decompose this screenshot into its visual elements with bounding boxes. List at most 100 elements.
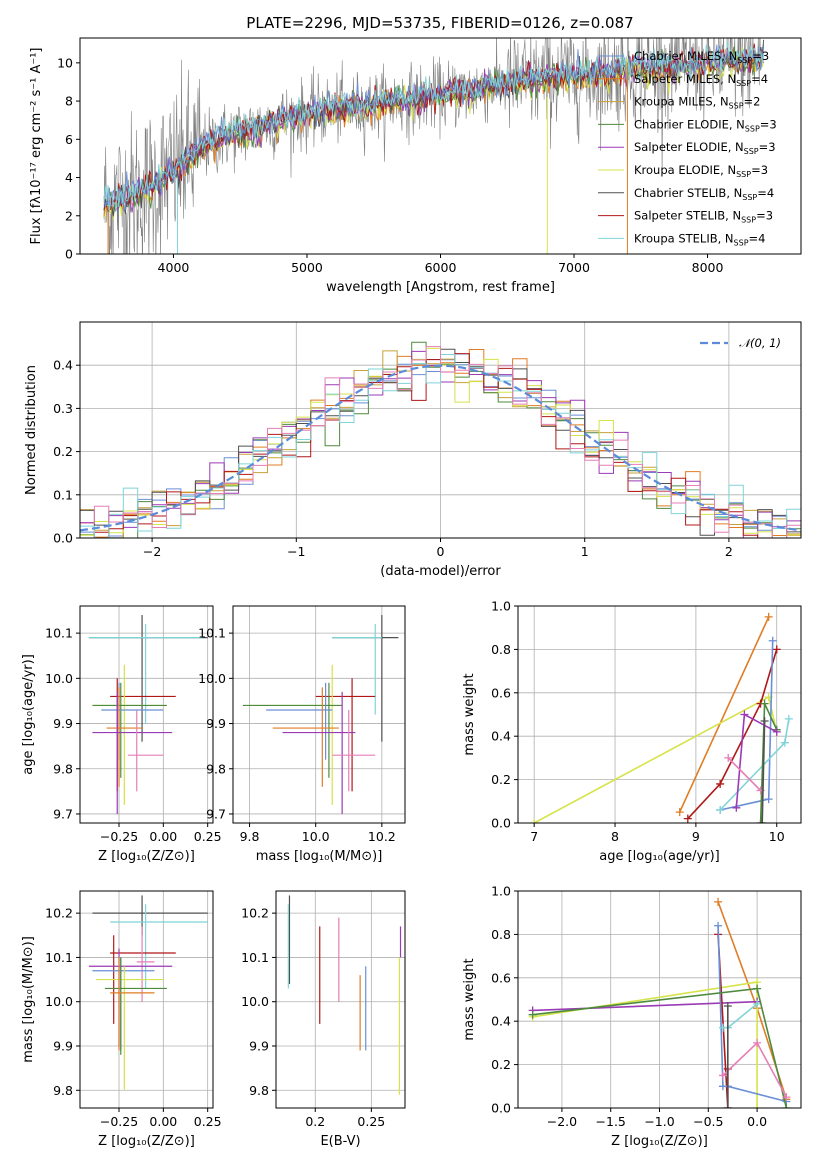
- x-tick-label: 6000: [425, 260, 457, 275]
- axes-frame: [232, 605, 406, 824]
- x-axis-label: mass [log₁₀(M/M⊙)]: [256, 849, 383, 864]
- x-axis-label: Z [log₁₀(Z/Z⊙)]: [611, 1134, 708, 1149]
- x-axis-label: (data-model)/error: [380, 564, 501, 579]
- weight-marker: [714, 921, 723, 930]
- x-tick-label: 0.25: [357, 1114, 385, 1129]
- x-tick-label: 2: [725, 544, 733, 559]
- y-tick-label: 9.7: [53, 806, 73, 821]
- y-axis-label: Normed distribution: [24, 365, 39, 495]
- plot-area: [287, 895, 402, 1095]
- x-tick-label: −1.5: [596, 1114, 626, 1129]
- panel-residuals: −2 −1 0 1 2 0.0 0.1 0.2 0.3 0.4 (data-model)/error…: [24, 321, 802, 579]
- x-tick-label: −0.5: [693, 1114, 723, 1129]
- y-tick-label: 9.8: [249, 1083, 269, 1098]
- weight-marker: [683, 814, 692, 823]
- axes-frame: [79, 605, 214, 824]
- axes-frame: [79, 890, 214, 1109]
- x-tick-label: 8: [611, 829, 619, 844]
- weight-marker: [714, 897, 723, 906]
- plot-area: [528, 897, 791, 1108]
- model-spectrum: [103, 41, 765, 212]
- x-axis-label: wavelength [Angstrom, rest frame]: [326, 280, 555, 295]
- y-tick-label: 8: [65, 94, 73, 109]
- panel-mass-vs-Z: −0.25 0.00 0.25 9.8 9.9 10.0 10.1 10.2 Z [log₁₀(…: [21, 890, 222, 1149]
- y-tick-label: 9.9: [53, 716, 73, 731]
- y-tick-label: 6: [65, 132, 73, 147]
- y-axis-label: Flux [fλ10⁻¹⁷ erg cm⁻² s⁻¹ A⁻¹]: [29, 48, 44, 245]
- weight-marker: [760, 699, 769, 708]
- y-tick-label: 0.6: [491, 685, 511, 700]
- x-tick-label: 0.0: [747, 1114, 767, 1129]
- x-tick-label: 0.00: [149, 829, 177, 844]
- y-tick-label: 0.1: [53, 487, 73, 502]
- y-tick-label: 0.4: [491, 729, 511, 744]
- x-tick-label: 0: [437, 544, 445, 559]
- weight-series: [678, 616, 770, 813]
- y-tick-label: 9.9: [53, 1039, 73, 1054]
- y-tick-label: 10: [57, 55, 73, 70]
- weight-marker: [760, 717, 769, 726]
- weight-marker: [768, 636, 777, 645]
- y-tick-label: 2: [65, 208, 73, 223]
- weight-marker: [756, 819, 765, 823]
- axes-frame: [517, 605, 802, 824]
- x-axis-label: age [log₁₀(age/yr)]: [599, 849, 720, 864]
- weight-marker: [782, 1093, 791, 1102]
- weight-marker: [716, 805, 725, 814]
- y-tick-label: 0.4: [491, 1014, 511, 1029]
- plot-area: [103, 38, 765, 254]
- weight-marker: [753, 1038, 762, 1047]
- weight-marker: [758, 819, 767, 823]
- x-tick-label: 0.25: [194, 829, 222, 844]
- weight-marker: [772, 727, 781, 736]
- y-tick-label: 10.2: [241, 906, 269, 921]
- weight-marker: [772, 645, 781, 654]
- legend-label: Chabrier STELIB, NSSP=4: [634, 186, 774, 202]
- y-tick-label: 10.1: [45, 950, 73, 965]
- y-tick-label: 1.0: [491, 599, 511, 614]
- legend-label: 𝒩(0, 1): [739, 336, 781, 350]
- y-tick-label: 0.0: [491, 1101, 511, 1116]
- weight-marker: [723, 1104, 732, 1108]
- legend-label: Kroupa ELODIE, NSSP=3: [634, 163, 768, 179]
- x-tick-label: 9: [692, 829, 700, 844]
- legend-label: Kroupa MILES, NSSP=2: [634, 95, 760, 111]
- y-tick-label: 10.1: [45, 626, 73, 641]
- weight-series: [687, 649, 778, 820]
- y-tick-label: 1.0: [491, 884, 511, 899]
- legend-label: Chabrier MILES, NSSP=3: [634, 49, 769, 65]
- x-tick-label: −0.25: [100, 1114, 138, 1129]
- axes-frame: [275, 890, 406, 1109]
- legend-label: Kroupa STELIB, NSSP=4: [634, 231, 765, 247]
- weight-marker: [784, 714, 793, 723]
- x-tick-label: 7: [530, 829, 538, 844]
- y-tick-label: 9.8: [206, 761, 226, 776]
- x-tick-label: 10: [769, 829, 785, 844]
- weight-marker: [723, 1002, 732, 1011]
- plot-area: [88, 615, 208, 814]
- x-tick-label: −0.25: [100, 829, 138, 844]
- x-tick-label: 4000: [158, 260, 190, 275]
- weight-marker: [753, 984, 762, 993]
- y-tick-label: 9.8: [53, 761, 73, 776]
- weight-marker: [530, 819, 539, 823]
- legend-label: Salpeter MILES, NSSP=4: [634, 72, 768, 88]
- weight-marker: [764, 612, 773, 621]
- x-tick-label: 0.2: [305, 1114, 325, 1129]
- y-tick-label: 0: [65, 247, 73, 262]
- plot-area: [80, 341, 801, 538]
- weight-marker: [732, 803, 741, 812]
- x-axis-label: Z [log₁₀(Z/Z⊙)]: [98, 1134, 195, 1149]
- weight-series: [532, 1000, 758, 1012]
- x-tick-label: −1.0: [644, 1114, 674, 1129]
- x-axis-label: E(B-V): [320, 1134, 360, 1149]
- x-tick-label: −1: [287, 544, 305, 559]
- weight-marker: [780, 738, 789, 747]
- x-tick-label: 9.8: [240, 829, 260, 844]
- weight-series: [727, 757, 762, 792]
- y-tick-label: 0.0: [491, 816, 511, 831]
- weight-marker: [675, 808, 684, 817]
- x-tick-label: −2.0: [547, 1114, 577, 1129]
- x-tick-label: 0.25: [194, 1114, 222, 1129]
